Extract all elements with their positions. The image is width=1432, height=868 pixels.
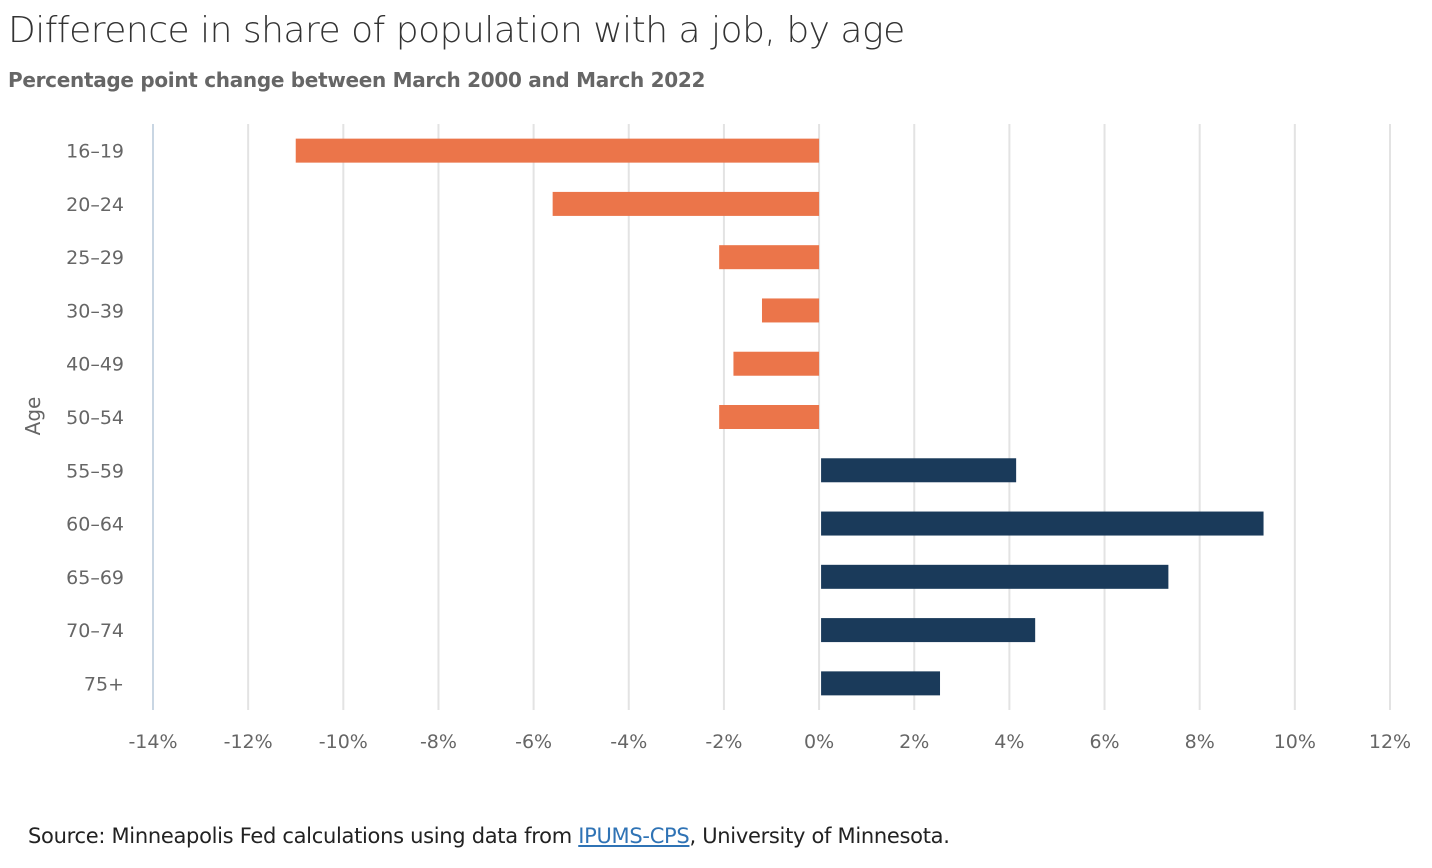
bar-16–19	[295, 138, 820, 163]
bar-40–49	[733, 351, 820, 376]
x-tick-label: 10%	[1274, 731, 1316, 753]
bar-70–74	[821, 618, 1036, 643]
y-axis-title: Age	[21, 397, 45, 436]
bar-25–29	[719, 245, 820, 270]
x-tick-label: 2%	[899, 731, 929, 753]
bar-55–59	[821, 458, 1017, 483]
y-tick-label: 30–39	[66, 300, 124, 322]
bar-50–54	[719, 405, 820, 429]
y-tick-label: 60–64	[66, 514, 124, 536]
x-tick-label: -2%	[705, 731, 742, 753]
bar-60–64	[821, 511, 1264, 536]
bars	[295, 138, 1264, 696]
bar-30–39	[761, 298, 820, 323]
y-tick-label: 16–19	[66, 141, 124, 163]
x-tick-label: -14%	[128, 731, 177, 753]
y-axis-tick-labels: 16–19 20–24 25–29 30–39 40–49 50–54 55–59 60–64…	[66, 141, 124, 696]
x-tick-label: -8%	[420, 731, 457, 753]
y-tick-label: 50–54	[66, 407, 124, 429]
y-tick-label: 40–49	[66, 354, 124, 376]
bar-65–69	[821, 564, 1169, 589]
bar-20–24	[552, 191, 820, 216]
bar-chart: 16–19 20–24 25–29 30–39 40–49 50–54 55–59 60–64…	[21, 124, 1411, 753]
y-tick-label: 65–69	[66, 567, 124, 589]
chart-title: Difference in share of population with a…	[8, 10, 905, 51]
bar-75+	[821, 671, 941, 696]
x-tick-label: -10%	[319, 731, 368, 753]
source-prefix: Source: Minneapolis Fed calculations usi…	[28, 824, 579, 848]
y-tick-label: 75+	[84, 673, 124, 695]
x-tick-label: 6%	[1089, 731, 1119, 753]
x-tick-label: -6%	[515, 731, 552, 753]
x-tick-label: 12%	[1369, 731, 1411, 753]
x-tick-label: -12%	[224, 731, 273, 753]
x-tick-label: 8%	[1185, 731, 1215, 753]
x-tick-label: -4%	[610, 731, 647, 753]
x-tick-label: 0%	[804, 731, 834, 753]
chart-subtitle: Percentage point change between March 20…	[8, 68, 706, 92]
ipums-cps-link[interactable]: IPUMS-CPS	[578, 824, 690, 848]
x-tick-label: 4%	[994, 731, 1024, 753]
y-tick-label: 55–59	[66, 460, 124, 482]
source-suffix: , University of Minnesota.	[689, 824, 950, 848]
y-tick-label: 70–74	[66, 620, 124, 642]
source-note: Source: Minneapolis Fed calculations usi…	[28, 824, 950, 848]
y-tick-label: 25–29	[66, 247, 124, 269]
y-tick-label: 20–24	[66, 194, 124, 216]
x-axis-tick-labels: -14% -12% -10% -8% -6% -4% -2% 0% 2% 4% 6% 8% 10% 12%	[128, 731, 1411, 753]
